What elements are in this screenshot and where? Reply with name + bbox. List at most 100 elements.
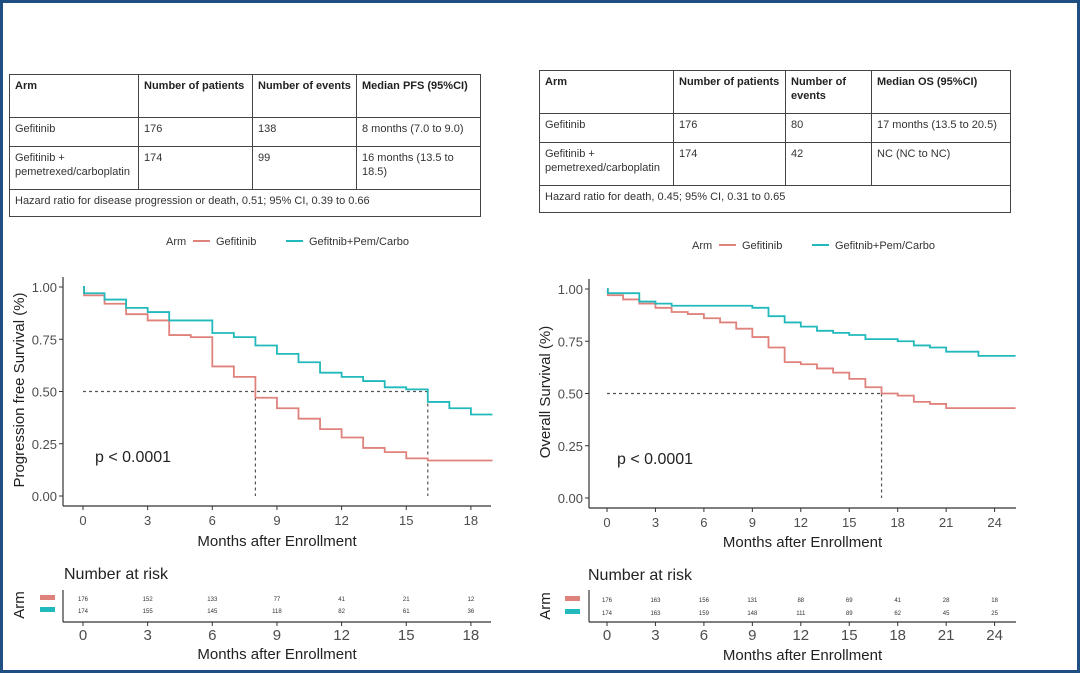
os-risk-count: 45 — [943, 611, 950, 617]
os-x-tick-label: 0 — [603, 515, 610, 530]
os-risk-tick-label: 3 — [651, 627, 659, 644]
os-risk-swatch-gefitinib — [565, 596, 580, 601]
pfs-p-value: p < 0.0001 — [95, 449, 171, 466]
os-curve-gefitinib — [606, 288, 1016, 410]
os-risk-count: 156 — [699, 598, 710, 604]
os-risk-count: 25 — [991, 611, 998, 617]
os-risk-count: 163 — [650, 598, 661, 604]
os-y-tick-label: 0.50 — [558, 387, 583, 402]
os-x-tick-label: 18 — [890, 515, 904, 530]
os-risk-count: 88 — [797, 598, 804, 604]
os-y-tick-label: 0.00 — [558, 491, 583, 506]
os-risk-count: 89 — [846, 611, 853, 617]
os-risk-tick-label: 12 — [792, 627, 809, 644]
header-cell: Number of events — [785, 70, 872, 114]
cell: 176 — [138, 117, 253, 147]
os-y-tick-label: 0.75 — [558, 334, 583, 349]
hazard-ratio-note: Hazard ratio for death, 0.45; 95% CI, 0.… — [539, 185, 1011, 213]
table-footer-row: Hazard ratio for disease progression or … — [9, 189, 481, 217]
pfs-risk-tick-label: 9 — [273, 627, 281, 644]
os-risk-count: 163 — [650, 611, 661, 617]
table-row: Gefitinib + pemetrexed/carboplatin 174 9… — [9, 146, 481, 190]
os-x-tick-label: 9 — [749, 515, 756, 530]
pfs-risk-tick-label: 15 — [398, 627, 415, 644]
pfs-x-axis-title: Months after Enrollment — [197, 533, 357, 550]
pfs-risk-count: 118 — [272, 609, 282, 615]
os-risk-tick-label: 0 — [603, 627, 611, 644]
cell: 42 — [785, 142, 872, 186]
os-legend-label: Gefitinib — [742, 240, 782, 252]
os-risk-count: 28 — [943, 598, 950, 604]
pfs-legend-label: Gefitinib — [216, 236, 256, 248]
os-risk-tick-label: 9 — [748, 627, 756, 644]
os-y-tick-label: 1.00 — [558, 282, 583, 297]
os-risk-x-axis-title: Months after Enrollment — [723, 647, 883, 664]
header-cell: Number of patients — [673, 70, 786, 114]
os-risk-count: 62 — [894, 611, 901, 617]
pfs-summary-table: Arm Number of patients Number of events … — [9, 74, 481, 217]
pfs-y-tick-label: 1.00 — [32, 280, 57, 295]
cell: 17 months (13.5 to 20.5) — [871, 113, 1011, 143]
pfs-risk-tick-label: 0 — [79, 627, 87, 644]
cell: Gefitinib + pemetrexed/carboplatin — [9, 146, 139, 190]
os-p-value: p < 0.0001 — [617, 451, 693, 468]
os-risk-count: 174 — [602, 611, 613, 617]
cell: NC (NC to NC) — [871, 142, 1011, 186]
pfs-risk-count: 41 — [338, 597, 345, 603]
os-x-tick-label: 21 — [939, 515, 953, 530]
os-risk-tick-label: 18 — [889, 627, 906, 644]
pfs-y-tick-label: 0.50 — [32, 385, 57, 400]
os-summary-table: Arm Number of patients Number of events … — [539, 70, 1011, 213]
cell: 176 — [673, 113, 786, 143]
pfs-legend-label: Gefitnib+Pem/Carbo — [309, 236, 409, 248]
pfs-risk-tick-label: 18 — [463, 627, 480, 644]
pfs-y-tick-label: 0.25 — [32, 437, 57, 452]
cell: 80 — [785, 113, 872, 143]
os-curve-combo — [606, 288, 1016, 357]
pfs-risk-tick-label: 12 — [333, 627, 350, 644]
os-x-tick-label: 12 — [794, 515, 808, 530]
os-risk-tick-label: 15 — [841, 627, 858, 644]
pfs-curve-combo — [83, 286, 493, 416]
pfs-y-axis-title: Progression free Survival (%) — [11, 292, 28, 487]
table-row: Gefitinib + pemetrexed/carboplatin 174 4… — [539, 142, 1011, 186]
pfs-risk-count: 36 — [468, 609, 475, 615]
pfs-risk-count: 176 — [78, 597, 89, 603]
os-x-axis-title: Months after Enrollment — [723, 534, 883, 551]
pfs-risk-swatch-combo — [40, 607, 55, 612]
pfs-risk-count: 155 — [143, 609, 154, 615]
cell: 174 — [138, 146, 253, 190]
os-legend-title: Arm — [692, 240, 712, 252]
header-cell: Arm — [539, 70, 674, 114]
os-risk-tick-label: 24 — [986, 627, 1003, 644]
pfs-x-tick-label: 15 — [399, 513, 413, 528]
pfs-risk-count: 152 — [143, 597, 154, 603]
pfs-risk-row-label: Arm — [11, 591, 28, 619]
os-x-tick-label: 6 — [700, 515, 707, 530]
os-risk-count: 159 — [699, 611, 710, 617]
pfs-risk-swatch-gefitinib — [40, 595, 55, 600]
cell: 16 months (13.5 to 18.5) — [356, 146, 481, 190]
pfs-risk-count: 21 — [403, 597, 410, 603]
os-risk-count: 41 — [894, 598, 901, 604]
pfs-legend-title: Arm — [166, 236, 186, 248]
pfs-risk-tick-label: 3 — [143, 627, 151, 644]
os-risk-count: 18 — [991, 598, 998, 604]
os-risk-tick-label: 6 — [700, 627, 708, 644]
pfs-x-tick-label: 0 — [79, 513, 86, 528]
os-x-tick-label: 24 — [987, 515, 1001, 530]
cell: Gefitinib + pemetrexed/carboplatin — [539, 142, 674, 186]
os-risk-title: Number at risk — [588, 567, 693, 584]
pfs-curve-gefitinib — [83, 286, 493, 462]
os-risk-count: 69 — [846, 598, 853, 604]
os-risk-count: 111 — [796, 611, 806, 617]
header-cell: Median PFS (95%CI) — [356, 74, 481, 118]
os-y-tick-label: 0.25 — [558, 439, 583, 454]
table-row: Gefitinib 176 80 17 months (13.5 to 20.5… — [539, 113, 1011, 143]
os-x-tick-label: 3 — [652, 515, 659, 530]
pfs-risk-count: 12 — [468, 597, 475, 603]
os-risk-tick-label: 21 — [938, 627, 955, 644]
os-risk-row-label: Arm — [537, 592, 554, 620]
hazard-ratio-note: Hazard ratio for disease progression or … — [9, 189, 481, 217]
